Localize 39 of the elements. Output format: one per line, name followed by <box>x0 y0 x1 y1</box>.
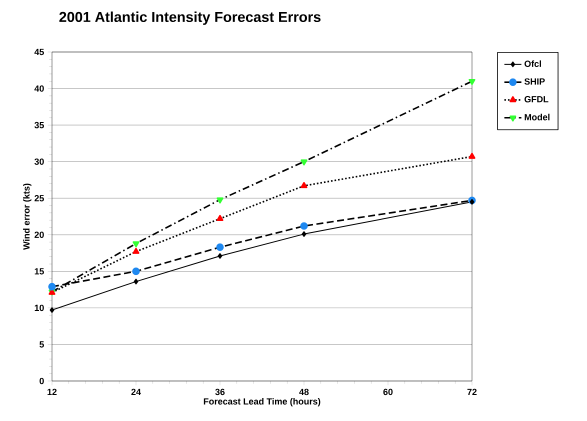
point <box>132 248 140 254</box>
x-tick-label: 36 <box>215 388 225 396</box>
point <box>216 243 224 251</box>
point <box>48 282 56 290</box>
x-axis-title: Forecast Lead Time (hours) <box>204 398 320 406</box>
legend-label: SHIP <box>524 78 545 85</box>
point <box>302 231 306 237</box>
y-tick-label: 30 <box>34 158 44 165</box>
point <box>50 307 54 313</box>
point <box>468 78 476 86</box>
legend-label: Ofcl <box>524 60 541 67</box>
x-tick-label: 48 <box>299 388 309 396</box>
point <box>300 159 308 166</box>
legend-label: GFDL <box>524 96 548 102</box>
point <box>468 152 476 159</box>
y-tick-label: 0 <box>40 378 44 384</box>
y-tick-label: 40 <box>34 85 44 92</box>
point <box>300 222 308 230</box>
point <box>132 241 140 248</box>
y-tick-label: 20 <box>34 232 44 238</box>
y-tick-label: 10 <box>34 304 44 312</box>
x-tick-label: 72 <box>467 388 477 396</box>
point <box>216 214 224 221</box>
y-tick-label: 5 <box>40 341 44 348</box>
point <box>132 268 140 276</box>
point <box>216 197 224 204</box>
point <box>134 278 138 284</box>
x-tick-label: 60 <box>383 388 393 396</box>
y-tick-label: 15 <box>34 268 44 274</box>
y-tick-label: 45 <box>34 48 44 56</box>
legend-label: Model <box>524 114 550 120</box>
y-tick-label: 35 <box>34 122 44 128</box>
point <box>300 182 308 188</box>
x-tick-label: 12 <box>48 388 57 396</box>
x-tick-label: 24 <box>131 388 141 396</box>
y-axis-title: Wind error (kts) <box>23 184 32 250</box>
chart-title: 2001 Atlantic Intensity Forecast Errors <box>59 12 321 25</box>
y-tick-label: 25 <box>34 195 44 202</box>
point <box>218 253 222 259</box>
